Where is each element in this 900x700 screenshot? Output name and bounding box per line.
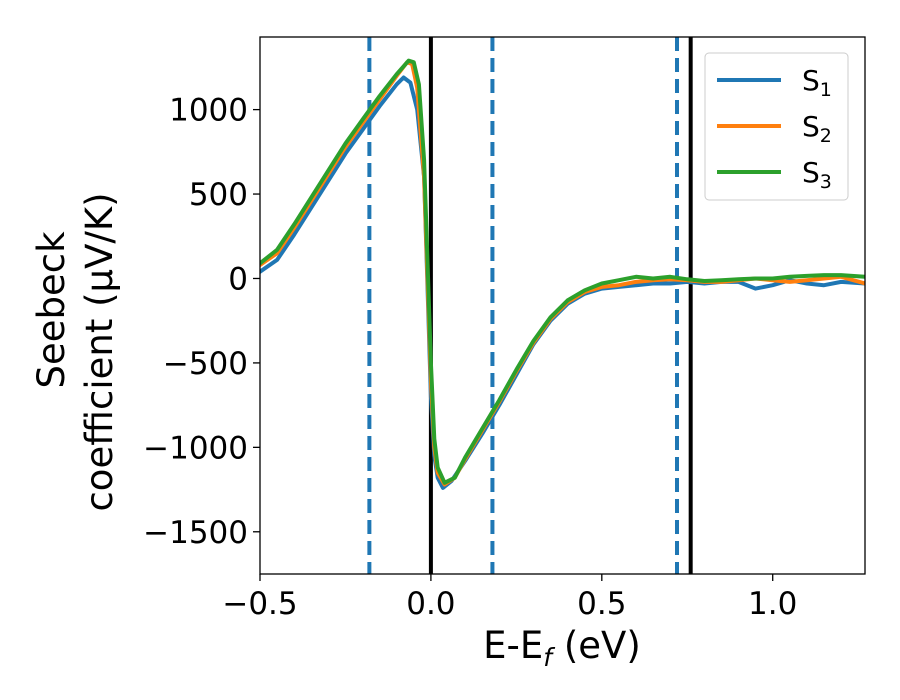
plot-frame — [259, 36, 866, 575]
y-tick-label: −500 — [163, 346, 248, 382]
x-axis-title: E-Ef (eV) — [483, 624, 641, 672]
x-tick-label: 0.5 — [577, 586, 626, 622]
x-axis-ticks: −0.5 0.0 0.5 1.0 — [222, 574, 797, 622]
y-tick-label: 0 — [228, 261, 248, 297]
series-line-s3 — [260, 58, 865, 485]
x-tick-label: 1.0 — [748, 586, 797, 622]
y-tick-label: −1000 — [143, 430, 248, 466]
legend-label-3: S3 — [802, 156, 832, 193]
series-lines — [260, 58, 865, 490]
x-tick-label: 0.0 — [406, 586, 455, 622]
x-tick-label: −0.5 — [222, 586, 297, 622]
y-axis-title-line1: Seebeck — [30, 231, 73, 389]
legend-entries: S1 S2 S3 — [717, 64, 832, 193]
legend-label-1: S1 — [802, 64, 832, 101]
legend-label-2: S2 — [802, 110, 832, 147]
legend: S1 S2 S3 — [704, 52, 849, 201]
y-axis-ticks: −1500 −1000 −500 0 500 1000 — [143, 93, 260, 551]
y-tick-label: −1500 — [143, 515, 248, 551]
x-axis-title-main: E-E — [483, 624, 543, 667]
y-axis-title-line2: coefficient (μV/K) — [78, 192, 121, 511]
y-tick-label: 1000 — [169, 93, 248, 129]
y-tick-label: 500 — [189, 177, 248, 213]
x-axis-title-unit: (eV) — [552, 624, 641, 667]
